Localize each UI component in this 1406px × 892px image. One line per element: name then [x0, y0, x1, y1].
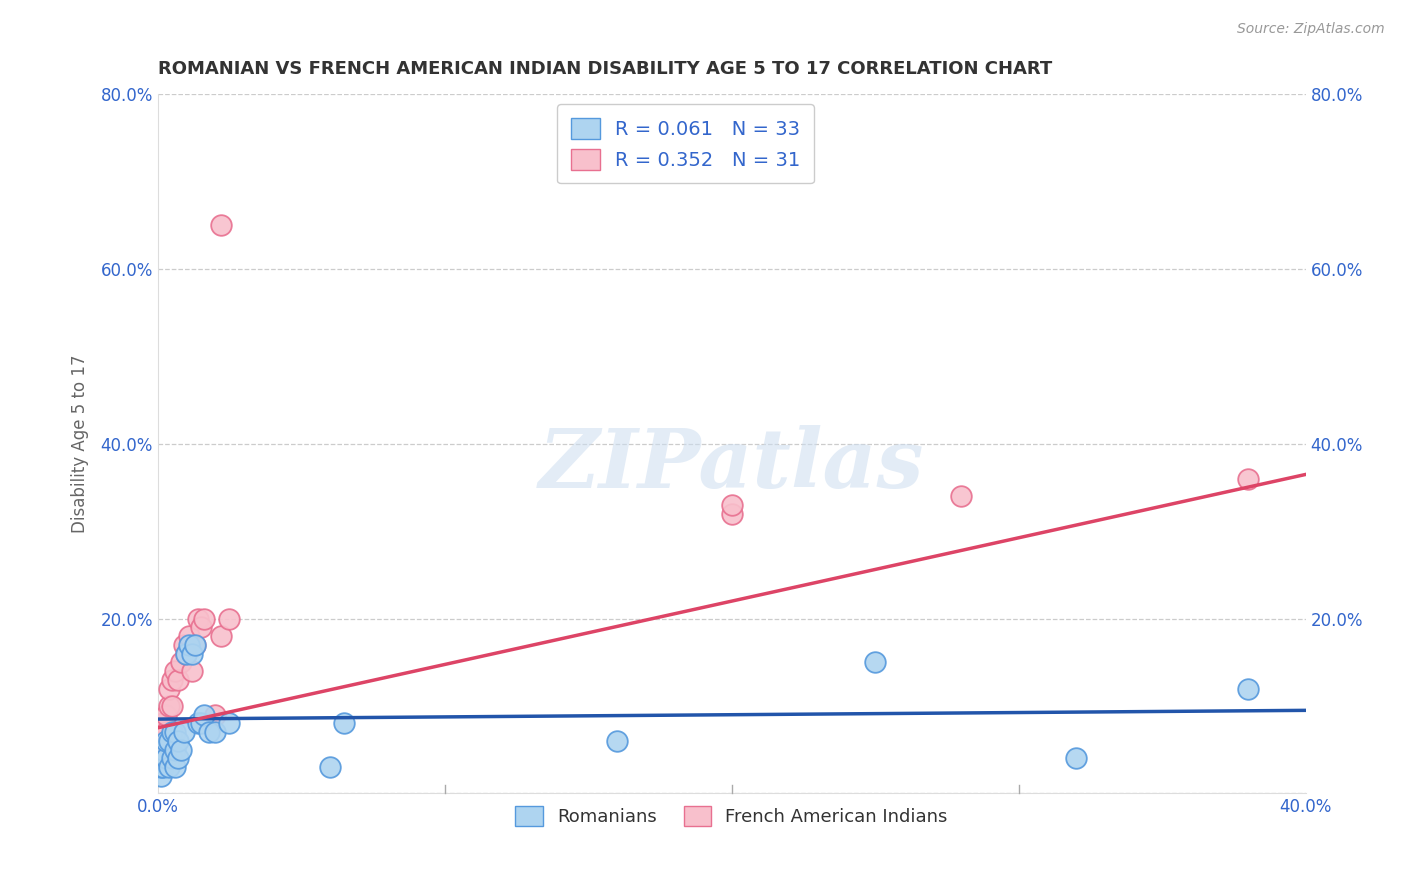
Point [166, 734, 188, 748]
Point [155, 707, 177, 722]
Point [157, 760, 180, 774]
Text: Source: ZipAtlas.com: Source: ZipAtlas.com [1237, 22, 1385, 37]
Point [204, 725, 226, 739]
Point [166, 673, 188, 687]
Point [149, 769, 172, 783]
Point [319, 760, 342, 774]
Point [181, 664, 204, 678]
Point [720, 498, 742, 512]
Point [190, 620, 212, 634]
Point [179, 638, 201, 652]
Point [163, 725, 186, 739]
Point [204, 707, 226, 722]
Point [152, 734, 174, 748]
Point [155, 734, 177, 748]
Legend: Romanians, French American Indians: Romanians, French American Indians [508, 799, 955, 833]
Point [160, 698, 183, 713]
Point [218, 716, 240, 731]
Point [157, 734, 180, 748]
Point [149, 725, 172, 739]
Point [173, 725, 195, 739]
Point [1237, 681, 1260, 696]
Point [176, 647, 198, 661]
Point [333, 716, 356, 731]
Text: ZIPatlas: ZIPatlas [538, 425, 924, 505]
Point [218, 612, 240, 626]
Point [950, 489, 973, 503]
Point [163, 742, 186, 756]
Point [152, 742, 174, 756]
Point [193, 612, 215, 626]
Point [184, 638, 207, 652]
Point [193, 707, 215, 722]
Point [152, 716, 174, 731]
Point [152, 760, 174, 774]
Point [166, 751, 188, 765]
Point [209, 219, 232, 233]
Point [606, 734, 628, 748]
Point [190, 716, 212, 731]
Point [1064, 751, 1087, 765]
Point [181, 647, 204, 661]
Point [160, 673, 183, 687]
Point [169, 742, 191, 756]
Point [173, 638, 195, 652]
Point [209, 629, 232, 643]
Point [155, 751, 177, 765]
Point [160, 751, 183, 765]
Point [149, 760, 172, 774]
Point [169, 655, 191, 669]
Text: ROMANIAN VS FRENCH AMERICAN INDIAN DISABILITY AGE 5 TO 17 CORRELATION CHART: ROMANIAN VS FRENCH AMERICAN INDIAN DISAB… [157, 60, 1052, 78]
Point [720, 507, 742, 521]
Y-axis label: Disability Age 5 to 17: Disability Age 5 to 17 [72, 355, 89, 533]
Point [179, 629, 201, 643]
Point [157, 698, 180, 713]
Point [163, 760, 186, 774]
Point [160, 725, 183, 739]
Point [176, 647, 198, 661]
Point [198, 725, 221, 739]
Point [187, 716, 209, 731]
Point [163, 664, 186, 678]
Point [1237, 472, 1260, 486]
Point [184, 638, 207, 652]
Point [149, 751, 172, 765]
Point [157, 681, 180, 696]
Point [863, 655, 886, 669]
Point [187, 612, 209, 626]
Point [155, 725, 177, 739]
